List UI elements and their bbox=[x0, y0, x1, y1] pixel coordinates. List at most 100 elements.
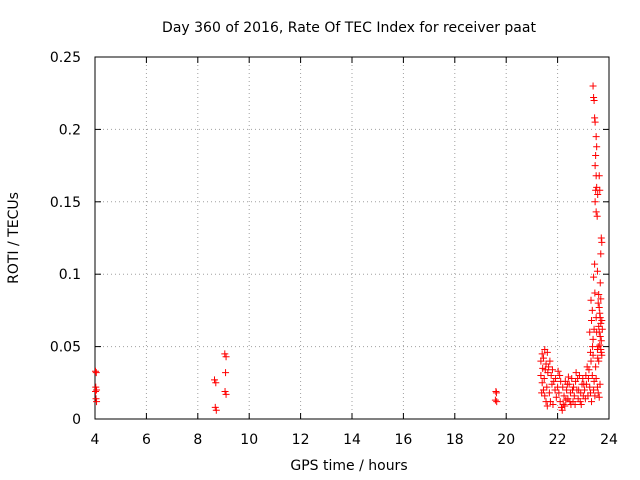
data-point bbox=[575, 372, 583, 380]
data-point bbox=[595, 322, 603, 330]
x-tick-label: 18 bbox=[446, 432, 464, 448]
data-point bbox=[493, 398, 501, 406]
data-point bbox=[547, 372, 555, 380]
data-point bbox=[594, 299, 602, 307]
data-point bbox=[590, 94, 598, 102]
x-tick-label: 6 bbox=[142, 432, 151, 448]
data-point bbox=[222, 369, 230, 377]
data-point bbox=[595, 393, 603, 401]
x-tick-labels: 4 6 8 10 12 14 16 18 20 22 24 bbox=[91, 432, 618, 448]
data-point bbox=[597, 295, 605, 303]
data-point bbox=[571, 401, 579, 409]
data-point bbox=[557, 403, 565, 411]
data-point bbox=[593, 212, 601, 220]
data-point bbox=[211, 376, 219, 384]
data-point bbox=[598, 325, 606, 333]
data-point bbox=[550, 377, 558, 385]
data-point bbox=[552, 374, 560, 382]
data-point bbox=[590, 386, 598, 394]
data-point bbox=[543, 348, 551, 356]
data-point bbox=[548, 366, 556, 374]
data-point bbox=[572, 369, 580, 377]
data-point bbox=[538, 379, 546, 387]
data-point bbox=[575, 386, 583, 394]
data-point bbox=[539, 354, 547, 362]
data-point bbox=[591, 260, 599, 268]
chart-title: Day 360 of 2016, Rate Of TEC Index for r… bbox=[162, 20, 536, 36]
data-point bbox=[596, 380, 604, 388]
data-point bbox=[557, 377, 565, 385]
data-point bbox=[594, 389, 602, 397]
y-tick-label: 0.1 bbox=[59, 267, 81, 283]
data-point bbox=[593, 345, 601, 353]
data-point bbox=[555, 389, 563, 397]
data-point bbox=[595, 304, 603, 312]
x-tick-label: 24 bbox=[600, 432, 618, 448]
data-point bbox=[591, 392, 599, 400]
data-point bbox=[92, 367, 100, 375]
x-tick-label: 22 bbox=[549, 432, 567, 448]
data-point bbox=[546, 357, 554, 365]
data-point bbox=[596, 279, 604, 287]
data-point bbox=[559, 383, 567, 391]
y-tick-label: 0.2 bbox=[59, 122, 81, 138]
data-points bbox=[92, 82, 606, 414]
data-point bbox=[591, 162, 599, 170]
data-point bbox=[592, 363, 600, 371]
data-point bbox=[586, 383, 594, 391]
data-point bbox=[212, 406, 220, 414]
data-point bbox=[93, 398, 101, 406]
data-point bbox=[92, 387, 100, 395]
y-tick-label: 0.15 bbox=[50, 195, 81, 211]
data-point bbox=[585, 366, 593, 374]
data-point bbox=[556, 372, 564, 380]
data-point bbox=[586, 348, 594, 356]
data-point bbox=[92, 369, 100, 377]
data-point bbox=[586, 328, 594, 336]
data-point bbox=[594, 191, 602, 199]
data-point bbox=[591, 118, 599, 126]
data-point bbox=[598, 351, 606, 359]
grid-lines bbox=[95, 57, 609, 419]
data-point bbox=[596, 186, 604, 194]
data-point bbox=[564, 373, 572, 381]
data-point bbox=[563, 386, 571, 394]
data-point bbox=[591, 198, 599, 206]
data-point bbox=[592, 133, 600, 141]
x-tick-label: 4 bbox=[91, 432, 100, 448]
data-point bbox=[558, 406, 566, 414]
data-point bbox=[591, 289, 599, 297]
data-point bbox=[598, 238, 606, 246]
data-point bbox=[559, 401, 567, 409]
data-point bbox=[597, 348, 605, 356]
data-point bbox=[561, 402, 569, 410]
data-point bbox=[593, 143, 601, 151]
data-point bbox=[538, 389, 546, 397]
data-point bbox=[588, 317, 596, 325]
data-point bbox=[593, 328, 601, 336]
data-point bbox=[588, 372, 596, 380]
x-axis-title: GPS time / hours bbox=[290, 458, 407, 474]
data-point bbox=[554, 367, 562, 375]
data-point bbox=[221, 387, 229, 395]
data-point bbox=[566, 398, 574, 406]
x-tick-label: 10 bbox=[240, 432, 258, 448]
data-point bbox=[543, 402, 551, 410]
data-point bbox=[597, 234, 605, 242]
data-point bbox=[592, 151, 600, 159]
data-point bbox=[221, 350, 229, 358]
data-point bbox=[595, 172, 603, 180]
data-point bbox=[598, 317, 606, 325]
data-point bbox=[590, 96, 598, 104]
data-point bbox=[582, 380, 590, 388]
y-axis-title: ROTI / TECUs bbox=[6, 192, 22, 284]
data-point bbox=[587, 357, 595, 365]
x-tick-label: 20 bbox=[497, 432, 515, 448]
data-point bbox=[556, 398, 564, 406]
y-tick-label: 0.05 bbox=[50, 340, 81, 356]
data-point bbox=[570, 392, 578, 400]
data-point bbox=[594, 354, 602, 362]
data-point bbox=[597, 337, 605, 345]
